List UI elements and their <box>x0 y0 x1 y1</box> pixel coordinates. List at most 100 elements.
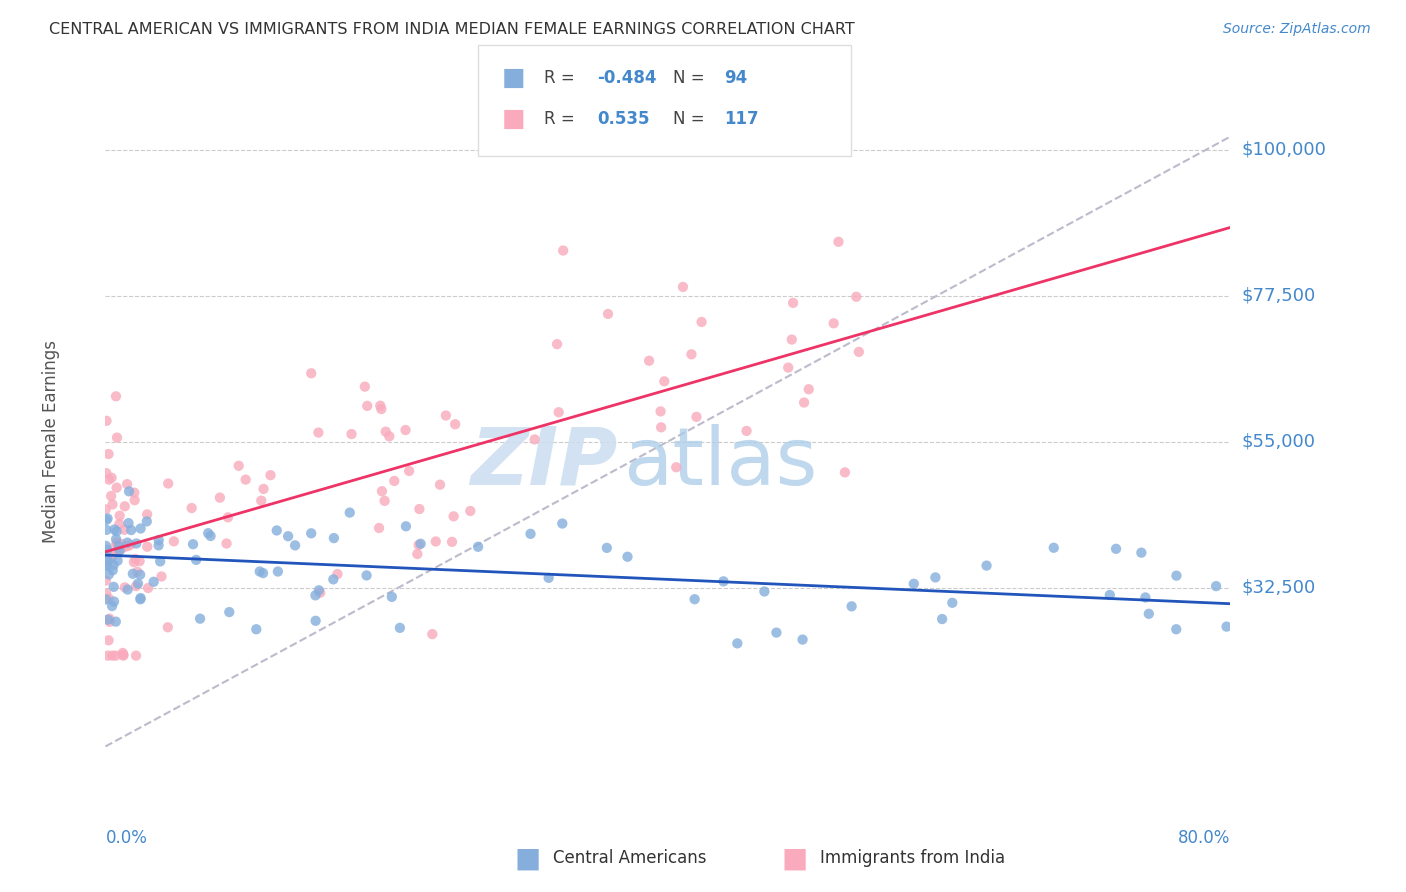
Point <box>101 497 124 511</box>
Point <box>823 316 845 330</box>
Point <box>374 494 396 508</box>
Point <box>420 627 443 641</box>
Point <box>96 466 118 480</box>
Point <box>309 585 332 599</box>
Point <box>406 547 429 561</box>
Point <box>127 565 149 579</box>
Point <box>443 509 465 524</box>
Point <box>371 484 394 499</box>
Point <box>250 493 273 508</box>
Point <box>163 534 186 549</box>
Point <box>94 592 117 607</box>
Point <box>368 399 391 413</box>
Point <box>616 549 638 564</box>
Point <box>112 523 135 537</box>
Point <box>105 535 128 549</box>
Point <box>97 648 120 663</box>
Point <box>97 511 120 525</box>
Point <box>111 646 134 660</box>
Point <box>107 539 129 553</box>
Text: 94: 94 <box>724 69 748 87</box>
Point <box>307 425 329 440</box>
Point <box>108 508 131 523</box>
Point <box>120 523 142 537</box>
Point <box>551 516 574 531</box>
Point <box>96 513 118 527</box>
Point <box>685 409 707 424</box>
Point <box>356 399 378 413</box>
Point <box>1098 588 1121 602</box>
Point <box>112 541 135 555</box>
Point <box>108 543 131 558</box>
Point <box>638 353 661 368</box>
Point <box>197 526 219 541</box>
Point <box>440 534 463 549</box>
Point <box>149 554 172 568</box>
Point <box>388 621 411 635</box>
Point <box>252 482 274 496</box>
Point <box>108 517 131 532</box>
Point <box>354 379 377 393</box>
Point <box>136 581 159 595</box>
Point <box>180 501 202 516</box>
Point <box>845 290 868 304</box>
Point <box>98 473 121 487</box>
Point <box>458 504 481 518</box>
Text: $55,000: $55,000 <box>1241 433 1316 450</box>
Point <box>125 536 148 550</box>
Point <box>94 574 117 588</box>
Point <box>394 423 416 437</box>
Point <box>101 549 124 564</box>
Point <box>793 395 815 409</box>
Point <box>105 532 128 546</box>
Point <box>652 375 675 389</box>
Point <box>181 537 204 551</box>
Point <box>103 523 125 537</box>
Point <box>105 524 128 539</box>
Point <box>370 402 392 417</box>
Point <box>125 648 148 663</box>
Point <box>136 508 159 522</box>
Text: Central Americans: Central Americans <box>553 849 706 867</box>
Point <box>94 539 117 553</box>
Point <box>104 538 127 552</box>
Text: CENTRAL AMERICAN VS IMMIGRANTS FROM INDIA MEDIAN FEMALE EARNINGS CORRELATION CHA: CENTRAL AMERICAN VS IMMIGRANTS FROM INDI… <box>49 22 855 37</box>
Point <box>725 636 748 650</box>
Point <box>672 280 695 294</box>
Point <box>1166 568 1188 582</box>
Point <box>97 554 120 568</box>
Point <box>148 538 170 552</box>
Point <box>841 599 863 614</box>
Point <box>124 493 146 508</box>
Point <box>382 474 405 488</box>
Point <box>103 580 125 594</box>
Point <box>778 360 800 375</box>
Point <box>97 633 120 648</box>
Point <box>117 516 139 530</box>
Point <box>444 417 467 432</box>
Point <box>259 468 281 483</box>
Point <box>121 566 143 581</box>
Point <box>356 568 378 582</box>
Point <box>434 409 457 423</box>
Point <box>118 484 141 499</box>
Text: R =: R = <box>544 69 581 87</box>
Text: ■: ■ <box>502 66 526 89</box>
Point <box>735 424 758 438</box>
Point <box>128 554 150 568</box>
Point <box>304 614 326 628</box>
Point <box>129 591 152 605</box>
Point <box>931 612 953 626</box>
Point <box>217 510 239 524</box>
Point <box>96 558 118 573</box>
Point <box>117 539 139 553</box>
Point <box>120 538 142 552</box>
Point <box>326 567 349 582</box>
Point <box>124 552 146 566</box>
Text: $32,500: $32,500 <box>1241 579 1316 597</box>
Point <box>208 491 231 505</box>
Point <box>1137 607 1160 621</box>
Point <box>157 476 180 491</box>
Point <box>772 128 794 142</box>
Point <box>553 244 575 258</box>
